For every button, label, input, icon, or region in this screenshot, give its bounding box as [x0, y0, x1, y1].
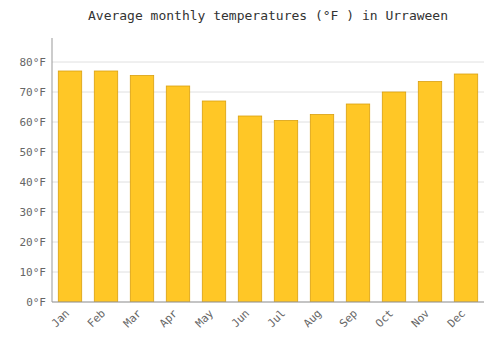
- bar: [418, 82, 441, 303]
- x-tick-label: Feb: [85, 307, 108, 330]
- bar: [130, 76, 153, 303]
- x-tick-label: Oct: [373, 307, 396, 330]
- x-tick-label: Apr: [157, 307, 181, 331]
- x-tick-label: Jun: [229, 307, 252, 330]
- y-tick-label: 20°F: [20, 236, 47, 249]
- y-tick-label: 60°F: [20, 116, 47, 129]
- bar: [166, 86, 189, 302]
- x-tick-label: Nov: [409, 307, 433, 331]
- bar: [346, 104, 369, 302]
- y-tick-label: 80°F: [20, 56, 47, 69]
- grid: [52, 62, 484, 302]
- x-tick-label: Jul: [265, 307, 288, 330]
- y-tick-label: 10°F: [20, 266, 47, 279]
- bar: [238, 116, 261, 302]
- y-tick-label: 70°F: [20, 86, 47, 99]
- y-tick-label: 30°F: [20, 206, 47, 219]
- title: Average monthly temperatures (°F ) in Ur…: [88, 8, 448, 23]
- x-tick-label: Dec: [445, 307, 468, 330]
- bar: [58, 71, 81, 302]
- x-tick-label: Mar: [121, 307, 145, 331]
- x-tick-label: Aug: [301, 307, 324, 330]
- bar: [202, 101, 225, 302]
- x-tick-label: Jan: [49, 307, 72, 330]
- y-tick-label: 50°F: [20, 146, 47, 159]
- grid-line: [52, 302, 484, 303]
- bar: [454, 74, 477, 302]
- y-tick-label: 40°F: [20, 176, 47, 189]
- x-tick-label: Sep: [337, 307, 360, 330]
- bar: [310, 115, 333, 303]
- y-axis-line: [52, 38, 53, 302]
- y-tick-label: 0°F: [26, 296, 46, 309]
- chart: Average monthly temperatures (°F ) in Ur…: [0, 0, 500, 350]
- bar: [94, 71, 117, 302]
- bar: [382, 92, 405, 302]
- x-axis-line: [52, 302, 484, 303]
- grid-line: [52, 62, 484, 63]
- bars: [58, 71, 477, 302]
- bar: [274, 121, 297, 303]
- x-tick-label: May: [193, 307, 217, 331]
